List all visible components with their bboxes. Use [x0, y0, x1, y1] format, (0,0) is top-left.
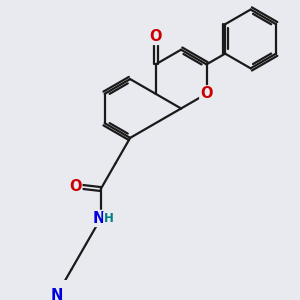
- Text: O: O: [200, 86, 213, 101]
- Text: N: N: [93, 211, 105, 226]
- Text: O: O: [69, 178, 81, 194]
- Text: O: O: [149, 29, 162, 44]
- Text: N: N: [50, 288, 63, 300]
- Text: H: H: [103, 212, 113, 225]
